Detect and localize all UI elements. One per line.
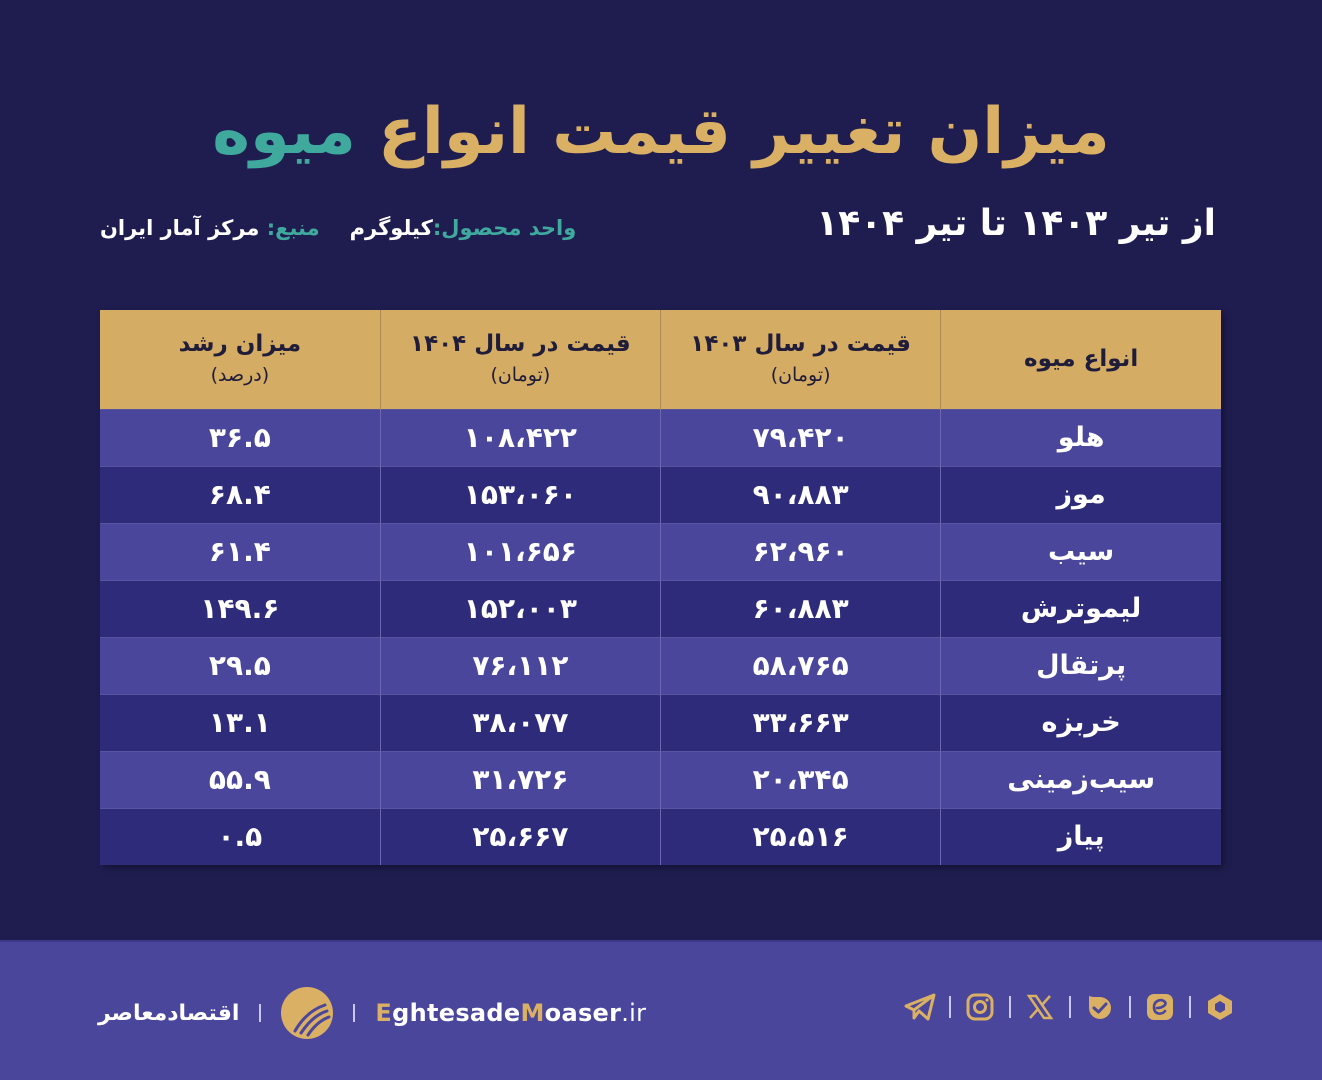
fruit-name: هلو: [940, 408, 1221, 466]
growth-percent: ۵۵.۹: [100, 750, 381, 808]
price-1404: ۱۵۲،۰۰۳: [379, 579, 661, 637]
meta-info: واحد محصول:کیلوگرم منبع: مرکز آمار ایران: [100, 208, 576, 248]
price-1403: ۵۸،۷۶۵: [659, 636, 941, 694]
header-fruit: انواع میوه: [940, 310, 1221, 409]
price-1404: ۱۰۸،۴۲۲: [379, 408, 661, 466]
bale-icon[interactable]: [1083, 990, 1117, 1024]
website-link[interactable]: EghtesadeMoaser.ir: [375, 999, 647, 1027]
growth-percent: ۱۳.۱: [100, 693, 381, 751]
growth-percent: ۲۹.۵: [100, 636, 381, 694]
header-growth: میزان رشد (درصد): [100, 310, 381, 409]
price-1403: ۳۳،۶۶۳: [659, 693, 941, 751]
fruit-name: سیب: [940, 522, 1221, 580]
fruit-name: موز: [940, 465, 1221, 523]
brand-name-fa: اقتصادمعاصر: [98, 1000, 240, 1026]
social-links: [903, 987, 1237, 1027]
table-row: سیب ۶۲،۹۶۰ ۱۰۱،۶۵۶ ۶۱.۴: [100, 522, 1221, 580]
header-price-1403: قیمت در سال ۱۴۰۳ (تومان): [659, 310, 941, 409]
price-1404: ۱۰۱،۶۵۶: [379, 522, 661, 580]
price-1404: ۱۵۳،۰۶۰: [379, 465, 661, 523]
price-1404: ۳۱،۷۲۶: [379, 750, 661, 808]
rubika-icon[interactable]: [1203, 990, 1237, 1024]
divider: [1009, 996, 1011, 1018]
growth-percent: ۶۱.۴: [100, 522, 381, 580]
price-1404: ۳۸،۰۷۷: [379, 693, 661, 751]
brand-logo-icon: [281, 987, 334, 1039]
table-row: خربزه ۳۳،۶۶۳ ۳۸،۰۷۷ ۱۳.۱: [100, 693, 1221, 751]
eitaa-icon[interactable]: [1143, 990, 1177, 1024]
growth-percent: ۳۶.۵: [100, 408, 381, 466]
date-range: از تیر ۱۴۰۳ تا تیر ۱۴۰۴: [816, 203, 1216, 244]
table-row: پیاز ۲۵،۵۱۶ ۲۵،۶۶۷ ۰.۵: [100, 807, 1221, 865]
fruit-name: پرتقال: [940, 636, 1221, 694]
source-info: منبع: مرکز آمار ایران: [100, 208, 320, 248]
source-value: مرکز آمار ایران: [100, 216, 260, 240]
page-title: میزان تغییر قیمت انواع میوه: [0, 82, 1322, 182]
price-1403: ۷۹،۴۲۰: [659, 408, 941, 466]
unit-value: کیلوگرم: [349, 216, 433, 240]
unit-info: واحد محصول:کیلوگرم: [350, 208, 577, 248]
brand-bar: اقتصادمعاصر EghtesadeMoaser.ir: [98, 987, 646, 1039]
table-row: لیموترش ۶۰،۸۸۳ ۱۵۲،۰۰۳ ۱۴۹.۶: [100, 579, 1221, 637]
growth-percent: ۶۸.۴: [100, 465, 381, 523]
telegram-icon[interactable]: [903, 990, 937, 1024]
price-table-container: انواع میوه قیمت در سال ۱۴۰۳ (تومان) قیمت …: [100, 310, 1221, 865]
unit-label: واحد محصول:: [432, 216, 577, 240]
header-price-1404: قیمت در سال ۱۴۰۴ (تومان): [379, 310, 661, 409]
table-row: هلو ۷۹،۴۲۰ ۱۰۸،۴۲۲ ۳۶.۵: [100, 408, 1221, 466]
title-main: میزان تغییر قیمت انواع: [355, 95, 1111, 169]
fruit-name: خربزه: [940, 693, 1221, 751]
divider: [1189, 996, 1191, 1018]
instagram-icon[interactable]: [963, 990, 997, 1024]
table-row: پرتقال ۵۸،۷۶۵ ۷۶،۱۱۲ ۲۹.۵: [100, 636, 1221, 694]
price-1403: ۶۲،۹۶۰: [659, 522, 941, 580]
price-1403: ۲۰،۳۴۵: [659, 750, 941, 808]
price-1403: ۲۵،۵۱۶: [659, 807, 941, 865]
price-1403: ۶۰،۸۸۳: [659, 579, 941, 637]
x-icon[interactable]: [1023, 990, 1057, 1024]
price-1403: ۹۰،۸۸۳: [659, 465, 941, 523]
divider: [259, 1004, 262, 1022]
growth-percent: ۱۴۹.۶: [100, 579, 381, 637]
growth-percent: ۰.۵: [100, 807, 381, 865]
table-row: موز ۹۰،۸۸۳ ۱۵۳،۰۶۰ ۶۸.۴: [100, 465, 1221, 523]
table-header-row: انواع میوه قیمت در سال ۱۴۰۳ (تومان) قیمت …: [100, 310, 1221, 409]
table-row: سیب‌زمینی ۲۰،۳۴۵ ۳۱،۷۲۶ ۵۵.۹: [100, 750, 1221, 808]
fruit-name: پیاز: [940, 807, 1221, 865]
divider: [1069, 996, 1071, 1018]
price-table: انواع میوه قیمت در سال ۱۴۰۳ (تومان) قیمت …: [100, 310, 1221, 865]
source-label: منبع:: [266, 216, 320, 240]
fruit-name: لیموترش: [940, 579, 1221, 637]
divider: [353, 1004, 356, 1022]
price-1404: ۲۵،۶۶۷: [379, 807, 661, 865]
fruit-name: سیب‌زمینی: [940, 750, 1221, 808]
title-highlight: میوه: [212, 95, 357, 169]
divider: [949, 996, 951, 1018]
divider: [1129, 996, 1131, 1018]
price-1404: ۷۶،۱۱۲: [379, 636, 661, 694]
